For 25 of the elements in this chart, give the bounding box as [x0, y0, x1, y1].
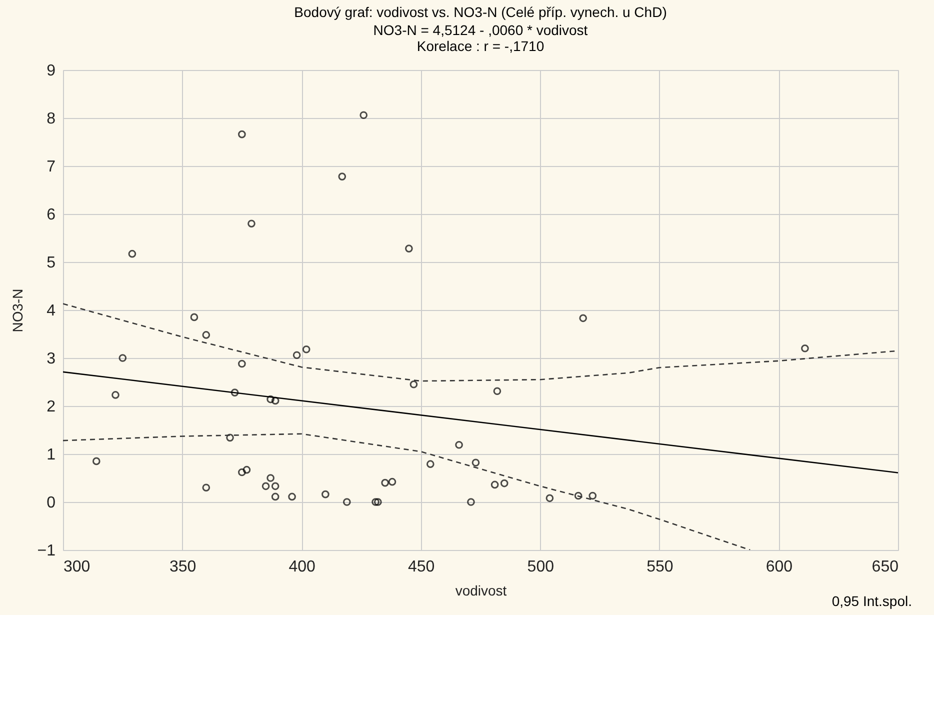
x-tick-label: 450 — [408, 558, 435, 576]
y-tick-label: 0 — [46, 494, 56, 512]
y-tick-label: 3 — [46, 350, 56, 368]
line-series — [63, 433, 751, 550]
x-tick-label: 300 — [64, 558, 90, 576]
x-tick-label: 600 — [766, 558, 793, 576]
x-axis-title: vodivost — [455, 582, 507, 598]
y-tick-label: 8 — [46, 110, 56, 128]
y-tick-label: 4 — [46, 302, 56, 320]
y-tick-label: 5 — [46, 254, 56, 272]
chart-title: Bodový graf: vodivost vs. NO3-N (Celé příp. vynech. u ChD) — [294, 4, 667, 20]
y-tick-label: 2 — [46, 398, 56, 416]
y-tick-label: 7 — [46, 158, 56, 176]
y-axis-title: NO3-N — [9, 288, 26, 332]
x-tick-label: 650 — [872, 558, 899, 576]
y-tick-label: 1 — [46, 446, 56, 464]
x-tick-label: 500 — [527, 558, 554, 576]
chart-subtitle: NO3-N = 4,5124 - ,0060 * vodivost Korelace : r = -,1710 — [373, 22, 588, 54]
x-tick-label: 350 — [169, 558, 196, 576]
text: 0,95 Int.spol. — [832, 593, 912, 609]
y-tick-label: 9 — [46, 62, 56, 80]
y-tick-label: 6 — [46, 206, 56, 224]
x-tick-label: 550 — [646, 558, 674, 576]
y-tick-label: −1 — [37, 542, 56, 560]
x-tick-label: 400 — [288, 558, 316, 576]
